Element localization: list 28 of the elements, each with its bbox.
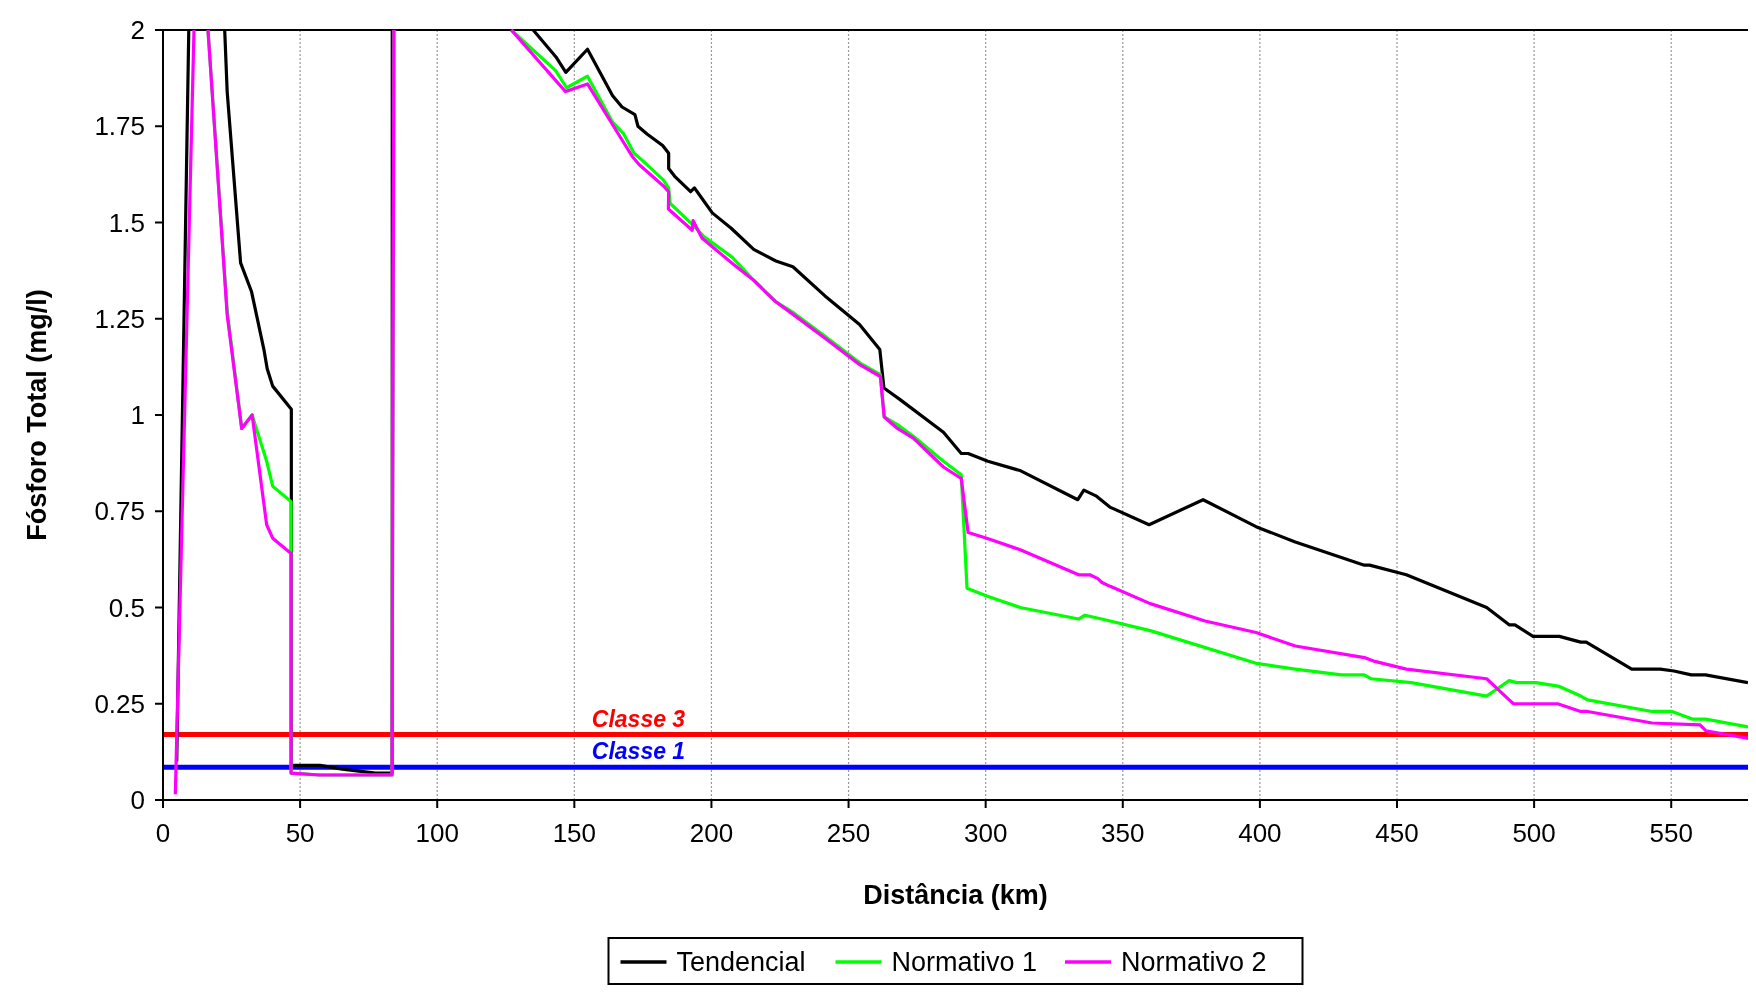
y-tick-label: 1.25 <box>94 303 145 334</box>
x-tick-label: 350 <box>1101 818 1145 848</box>
x-tick-label: 150 <box>552 818 597 848</box>
x-tick-label: 250 <box>826 818 871 848</box>
ref-line-label: Classe 3 <box>591 705 686 732</box>
x-tick-label: 200 <box>689 818 734 848</box>
y-tick-label: 0 <box>130 785 145 815</box>
legend-label: Normativo 1 <box>891 947 1038 977</box>
y-axis-title: Fósforo Total (mg/l) <box>22 289 52 541</box>
ref-line-label: Classe 1 <box>591 738 686 765</box>
legend-label: Normativo 2 <box>1121 947 1267 977</box>
x-tick-label: 50 <box>285 818 315 848</box>
y-tick-label: 1.75 <box>94 111 145 142</box>
x-tick-label: 400 <box>1238 818 1282 848</box>
x-tick-label: 100 <box>415 818 459 848</box>
y-tick-label: 2 <box>130 15 145 45</box>
y-tick-label: 1.5 <box>108 207 145 238</box>
x-tick-label: 500 <box>1512 818 1556 848</box>
x-tick-label: 300 <box>963 818 1008 848</box>
y-tick-label: 0.25 <box>94 688 145 719</box>
x-axis-title: Distância (km) <box>863 880 1048 910</box>
y-tick-label: 0.75 <box>94 496 145 527</box>
x-tick-label: 550 <box>1649 818 1693 848</box>
y-tick-label: 0.5 <box>108 592 145 623</box>
x-tick-label: 0 <box>155 818 171 848</box>
y-tick-label: 1 <box>130 400 145 430</box>
x-tick-label: 450 <box>1375 818 1419 848</box>
legend-label: Tendencial <box>676 947 806 977</box>
